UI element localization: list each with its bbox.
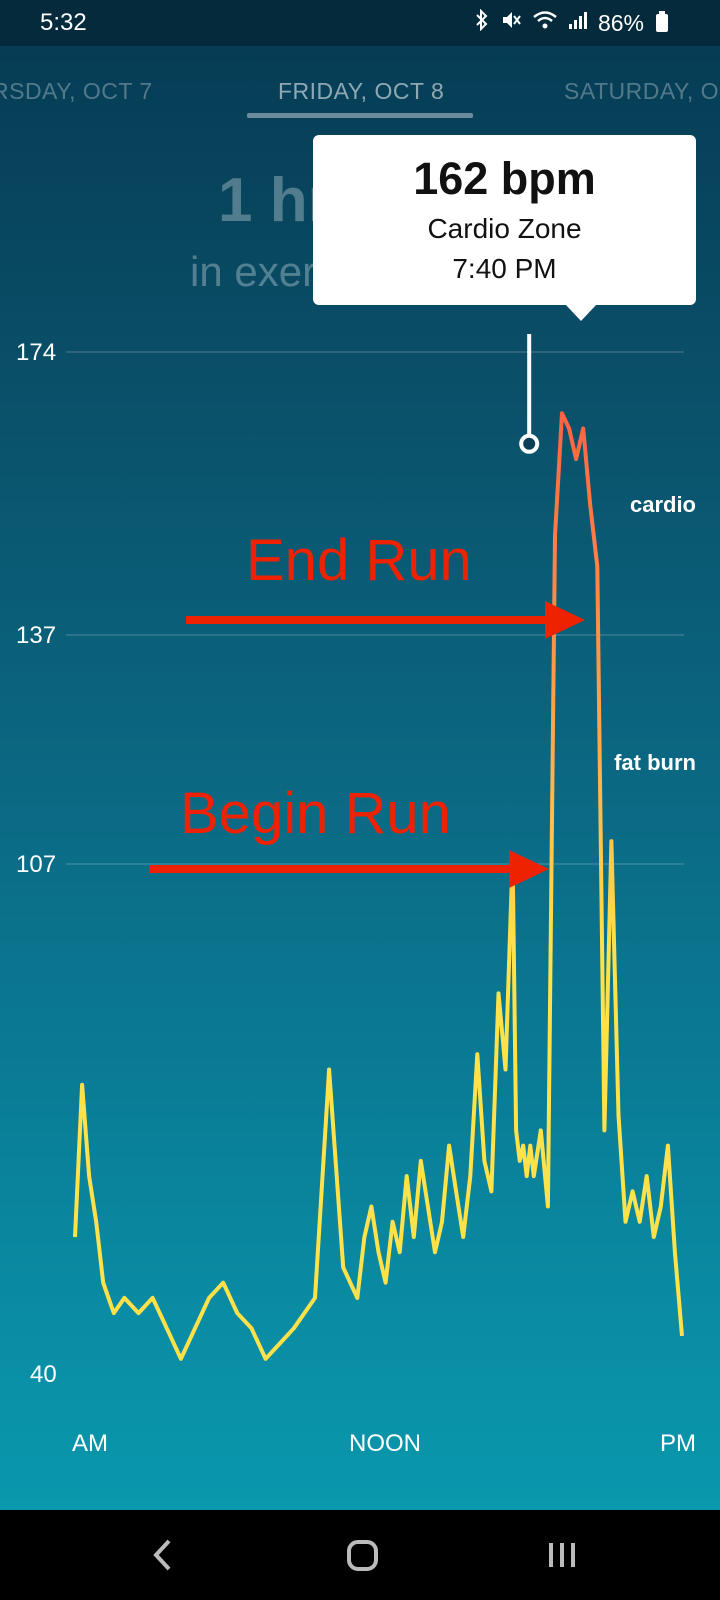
app-screen: 5:32 86% RSDAY, OCT 7 FRIDAY, OCT 8 SATU… bbox=[0, 0, 720, 1510]
status-bar: 5:32 86% bbox=[0, 0, 720, 46]
wifi-icon bbox=[532, 9, 558, 37]
heart-rate-tooltip: 162 bpm Cardio Zone 7:40 PM bbox=[313, 135, 696, 321]
heart-rate-chart[interactable]: 174 137 107 40 AM NOON PM cardio fat burn End … bbox=[0, 0, 720, 1510]
home-button[interactable] bbox=[333, 1530, 393, 1580]
status-time: 5:32 bbox=[40, 9, 87, 36]
back-button[interactable] bbox=[133, 1530, 193, 1580]
y-tick-label: 174 bbox=[16, 339, 56, 366]
status-icons: 86% bbox=[474, 8, 668, 37]
recents-icon bbox=[549, 1543, 575, 1567]
heart-rate-series-line bbox=[73, 411, 684, 1361]
x-tick-label: AM bbox=[72, 1430, 108, 1457]
back-icon bbox=[153, 1539, 171, 1571]
system-nav-bar bbox=[0, 1510, 720, 1600]
tooltip-zone: Cardio Zone bbox=[427, 213, 582, 244]
mute-icon bbox=[500, 9, 522, 37]
selection-cursor-dot[interactable] bbox=[519, 433, 540, 454]
battery-icon bbox=[656, 11, 668, 32]
y-tick-label: 137 bbox=[16, 622, 56, 649]
tooltip-time: 7:40 PM bbox=[452, 253, 557, 284]
annotation-end-run: End Run bbox=[246, 528, 472, 593]
exercise-caption: in exer bbox=[190, 248, 317, 295]
tab-current-day[interactable]: FRIDAY, OCT 8 bbox=[278, 78, 445, 104]
x-tick-label: NOON bbox=[349, 1430, 421, 1457]
home-icon bbox=[347, 1540, 378, 1571]
zone-label: cardio bbox=[630, 492, 696, 517]
y-tick-label: 40 bbox=[30, 1361, 57, 1388]
signal-icon bbox=[568, 9, 588, 37]
exercise-duration: 1 hr bbox=[218, 166, 332, 235]
end-run-arrow bbox=[186, 601, 585, 639]
tooltip-bpm: 162 bpm bbox=[413, 153, 596, 204]
zone-label: fat burn bbox=[614, 750, 696, 775]
battery-percent: 86% bbox=[597, 9, 644, 36]
annotation-begin-run: Begin Run bbox=[180, 781, 451, 846]
tab-next-day[interactable]: SATURDAY, OC bbox=[564, 78, 720, 104]
recent-apps-button[interactable] bbox=[533, 1530, 593, 1580]
y-tick-label: 107 bbox=[16, 851, 56, 878]
tab-previous-day[interactable]: RSDAY, OCT 7 bbox=[0, 78, 153, 104]
x-tick-label: PM bbox=[660, 1430, 696, 1457]
day-tabs: RSDAY, OCT 7 FRIDAY, OCT 8 SATURDAY, OC bbox=[0, 72, 720, 122]
begin-run-arrow bbox=[149, 850, 549, 888]
selected-tab-indicator bbox=[247, 113, 473, 118]
bluetooth-icon bbox=[474, 8, 490, 37]
